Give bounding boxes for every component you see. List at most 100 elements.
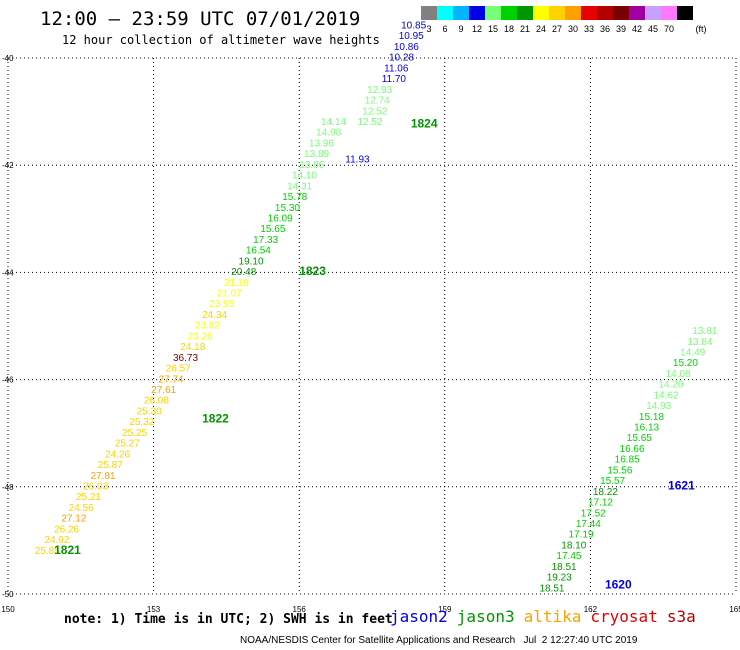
legend-label: 27 bbox=[551, 24, 562, 34]
y-tick-label: -48 bbox=[2, 483, 14, 492]
pass-time-label: 1822 bbox=[202, 411, 229, 425]
wave-height-label: 17.19 bbox=[569, 530, 594, 541]
pass-time-label: 1824 bbox=[411, 117, 438, 131]
legend-swatch bbox=[629, 6, 645, 20]
wave-height-label: 23.26 bbox=[188, 331, 213, 342]
wave-height-label: 14.93 bbox=[646, 401, 671, 412]
legend-swatch bbox=[613, 6, 629, 20]
legend-label: 24 bbox=[535, 24, 546, 34]
wave-height-label: 13.89 bbox=[304, 149, 329, 160]
wave-height-label: 26.26 bbox=[54, 524, 79, 535]
wave-height-label: 18.22 bbox=[593, 487, 618, 498]
wave-height-label: 10.85 bbox=[401, 21, 426, 32]
wave-height-label: 16.66 bbox=[620, 444, 645, 455]
wave-height-label: 25.25 bbox=[122, 428, 147, 439]
wave-height-label: 12.52 bbox=[357, 117, 382, 128]
x-tick-label: 156 bbox=[293, 605, 307, 614]
wave-height-label: 20.48 bbox=[231, 267, 256, 278]
wave-height-label: 10.95 bbox=[399, 31, 424, 42]
wave-height-label: 19.23 bbox=[547, 573, 572, 584]
wave-height-label: 24.56 bbox=[69, 503, 94, 514]
wave-height-label: 25.85 bbox=[35, 546, 60, 557]
pass-time-label: 1621 bbox=[668, 478, 695, 492]
chart-subtitle: 12 hour collection of altimeter wave hei… bbox=[62, 33, 380, 47]
y-tick-label: -44 bbox=[2, 268, 14, 277]
wave-height-label: 14.10 bbox=[292, 171, 317, 182]
wave-height-label: 16.09 bbox=[268, 213, 293, 224]
footer-note: note: 1) Time is in UTC; 2) SWH is in fe… bbox=[64, 612, 393, 627]
y-tick-label: -40 bbox=[2, 54, 14, 63]
wave-height-label: 21.19 bbox=[224, 278, 249, 289]
satellite-legend-item: altika bbox=[523, 607, 582, 626]
legend-swatch bbox=[485, 6, 501, 20]
legend-swatch bbox=[677, 6, 693, 20]
wave-height-label: 10.28 bbox=[389, 53, 414, 64]
wave-height-label: 18.10 bbox=[561, 540, 586, 551]
legend-label: 18 bbox=[503, 24, 514, 34]
satellite-legend-item: s3a bbox=[666, 607, 696, 626]
wave-height-label: 11.06 bbox=[384, 63, 409, 74]
legend-label: 21 bbox=[519, 24, 530, 34]
wave-height-label: 17.33 bbox=[253, 235, 278, 246]
legend-swatch bbox=[597, 6, 613, 20]
credit-line: NOAA/NESDIS Center for Satellite Applica… bbox=[240, 635, 638, 646]
wave-height-label: 27.12 bbox=[61, 514, 86, 525]
wave-height-label: 16.54 bbox=[246, 246, 271, 257]
wave-height-label: 14.20 bbox=[658, 380, 683, 391]
wave-height-label: 17.44 bbox=[576, 519, 601, 530]
satellite-legend-item: cryosat bbox=[590, 607, 658, 626]
wave-height-label: 16.85 bbox=[615, 455, 640, 466]
x-tick-label: 165 bbox=[729, 605, 740, 614]
wave-height-label: 27.74 bbox=[158, 374, 183, 385]
wave-height-label: 15.18 bbox=[639, 412, 664, 423]
legend-unit: (ft) bbox=[695, 24, 707, 34]
legend-label: 15 bbox=[487, 24, 498, 34]
wave-height-label: 16.13 bbox=[634, 423, 659, 434]
legend-swatch bbox=[581, 6, 597, 20]
wave-height-label: 24.18 bbox=[180, 342, 205, 353]
wave-height-label: 12.74 bbox=[365, 96, 390, 107]
wave-height-label: 18.51 bbox=[539, 583, 564, 594]
legend-label: 3 bbox=[426, 24, 432, 34]
wave-height-label: 17.45 bbox=[556, 551, 581, 562]
x-tick-label: 153 bbox=[147, 605, 161, 614]
x-tick-label: 162 bbox=[584, 605, 598, 614]
wave-height-label: 14.49 bbox=[680, 347, 705, 358]
legend-label: 30 bbox=[567, 24, 578, 34]
legend-label: 36 bbox=[599, 24, 610, 34]
wave-height-label: 25.32 bbox=[129, 417, 154, 428]
legend-swatch bbox=[469, 6, 485, 20]
legend-swatch bbox=[661, 6, 677, 20]
wave-height-label: 14.98 bbox=[316, 128, 341, 139]
wave-height-label: 13.96 bbox=[309, 138, 334, 149]
wave-height-label: 11.93 bbox=[345, 155, 370, 166]
wave-height-label: 14.08 bbox=[666, 369, 691, 380]
wave-height-label: 18.51 bbox=[552, 562, 577, 573]
y-tick-label: -46 bbox=[2, 376, 14, 385]
legend-label: 9 bbox=[458, 24, 464, 34]
legend-label: 12 bbox=[471, 24, 482, 34]
wave-height-label: 14.62 bbox=[653, 390, 678, 401]
legend-label: 6 bbox=[442, 24, 448, 34]
x-tick-label: 159 bbox=[438, 605, 452, 614]
wave-height-label: 14.31 bbox=[287, 181, 312, 192]
satellite-legend-item: jason3 bbox=[456, 607, 515, 626]
wave-height-label: 26.03 bbox=[83, 481, 108, 492]
wave-height-label: 25.87 bbox=[98, 460, 123, 471]
wave-height-label: 26.08 bbox=[144, 396, 169, 407]
wave-height-label: 12.93 bbox=[367, 85, 392, 96]
chart-title: 12:00 — 23:59 UTC 07/01/2019 bbox=[40, 8, 361, 30]
legend-swatch bbox=[565, 6, 581, 20]
wave-height-label: 25.27 bbox=[115, 439, 140, 450]
wave-height-label: 17.12 bbox=[588, 498, 613, 509]
wave-height-label: 15.30 bbox=[275, 203, 300, 214]
legend-swatch bbox=[421, 6, 437, 20]
wave-height-label: 27.81 bbox=[91, 471, 116, 482]
wave-height-label: 15.65 bbox=[260, 224, 285, 235]
legend-swatch bbox=[645, 6, 661, 20]
legend-label: 70 bbox=[663, 24, 674, 34]
y-tick-label: -50 bbox=[2, 590, 14, 599]
wave-height-label: 10.86 bbox=[394, 42, 419, 53]
wave-height-label: 36.73 bbox=[173, 353, 198, 364]
